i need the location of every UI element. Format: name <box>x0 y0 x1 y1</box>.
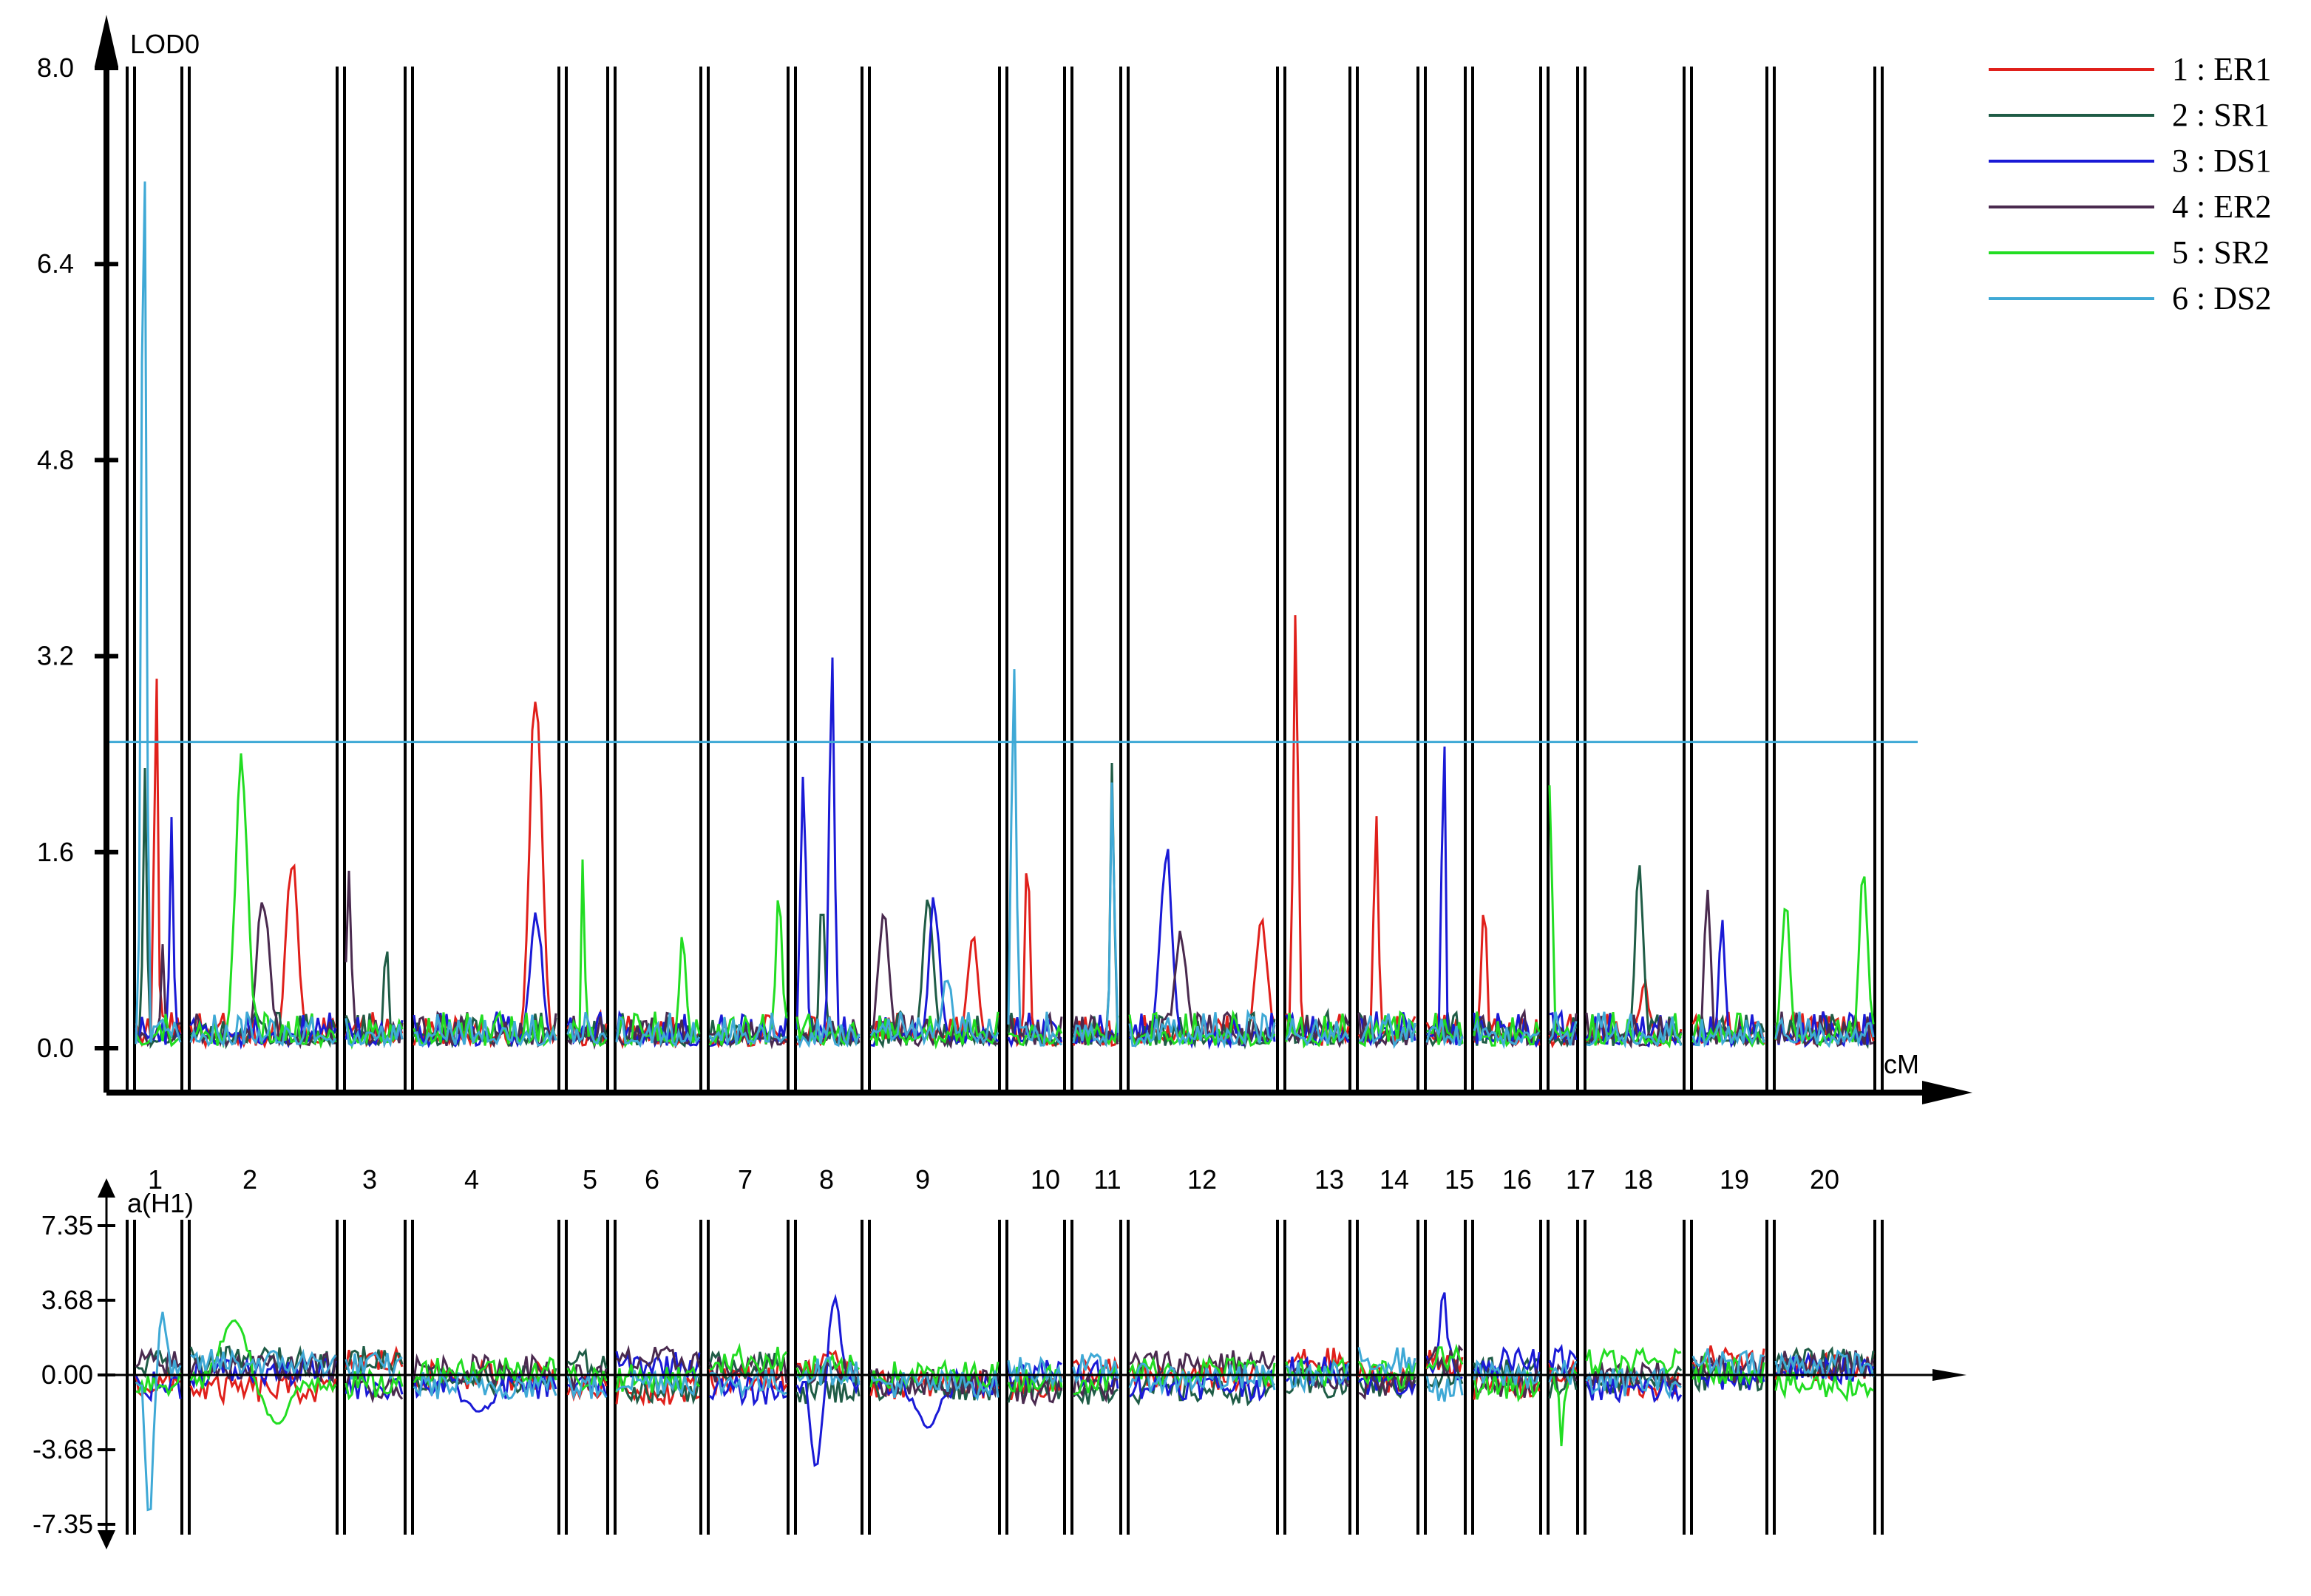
chromosome-label: 17 <box>1566 1164 1595 1195</box>
y-tick-label: 4.8 <box>37 444 74 475</box>
chromosome-label: 12 <box>1187 1164 1217 1195</box>
lod-series-line-6 <box>135 181 1875 1050</box>
chromosome-label: 9 <box>915 1164 930 1195</box>
effect-y-axis-arrowhead-up <box>98 1178 115 1198</box>
chromosome-label: 14 <box>1380 1164 1409 1195</box>
chromosome-label: 15 <box>1445 1164 1474 1195</box>
y-tick-label: 6.4 <box>37 248 74 279</box>
lod-series-line-3 <box>135 657 1875 1050</box>
legend-label-3: 3 : DS1 <box>2172 143 2271 179</box>
chromosome-label: 3 <box>362 1164 377 1195</box>
legend-label-2: 2 : SR1 <box>2172 97 2270 133</box>
x-axis-arrowhead <box>1922 1081 1972 1104</box>
y-axis-arrowhead <box>95 15 118 67</box>
chromosome-label: 5 <box>583 1164 597 1195</box>
chromosome-label: 19 <box>1720 1164 1749 1195</box>
chromosome-label: 20 <box>1810 1164 1839 1195</box>
effect-y-tick-label: -3.68 <box>33 1434 93 1464</box>
effect-series-line-6 <box>135 1311 1875 1512</box>
legend: 1 : ER1 2 : SR1 3 : DS1 4 : ER2 5 : SR2 6 : D… <box>1989 51 2271 316</box>
y-tick-label: 1.6 <box>37 837 74 867</box>
zero-axis-arrowhead <box>1932 1369 1966 1381</box>
effect-y-tick-label: 0.00 <box>41 1359 93 1390</box>
effect-y-tick-label: -7.35 <box>33 1509 93 1539</box>
chromosome-label: 18 <box>1623 1164 1653 1195</box>
legend-label-6: 6 : DS2 <box>2172 280 2271 316</box>
chromosome-label: 1 <box>148 1164 163 1195</box>
lod-series-line-2 <box>135 762 1875 1050</box>
lod-panel: 0.01.63.24.86.48.01 2 3 4 5 6 7 8 9 10 11 12 13 14 15 1… <box>37 15 1972 1195</box>
effect-series-line-3 <box>135 1292 1875 1467</box>
lod-series-line-5 <box>135 753 1875 1050</box>
chromosome-label: 7 <box>738 1164 753 1195</box>
cm-axis-label: cM <box>1884 1049 1919 1079</box>
effect-y-axis-arrowhead-down <box>98 1530 115 1549</box>
y-tick-label: 8.0 <box>37 52 74 83</box>
chromosome-label: 2 <box>242 1164 257 1195</box>
legend-label-4: 4 : ER2 <box>2172 189 2271 225</box>
legend-label-1: 1 : ER1 <box>2172 51 2271 87</box>
chromosome-label: 11 <box>1093 1164 1121 1195</box>
chromosome-label: 4 <box>464 1164 479 1195</box>
effect-y-tick-label: 3.68 <box>41 1285 93 1315</box>
lod-axis-label: LOD0 <box>130 29 200 59</box>
legend-label-5: 5 : SR2 <box>2172 234 2270 271</box>
chromosome-label: 8 <box>819 1164 834 1195</box>
chromosome-label: 13 <box>1314 1164 1344 1195</box>
chromosome-label: 6 <box>645 1164 659 1195</box>
lod-series-line-1 <box>135 615 1875 1050</box>
y-tick-label: 3.2 <box>37 641 74 671</box>
chromosome-label: 10 <box>1031 1164 1060 1195</box>
additive-effect-panel: 7.35 3.68 0.00 -3.68 -7.35 <box>33 1178 1966 1549</box>
effect-axis-label: a(H1) <box>127 1188 194 1218</box>
effect-y-tick-label: 7.35 <box>41 1210 93 1240</box>
chromosome-label: 16 <box>1502 1164 1532 1195</box>
y-tick-label: 0.0 <box>37 1033 74 1063</box>
